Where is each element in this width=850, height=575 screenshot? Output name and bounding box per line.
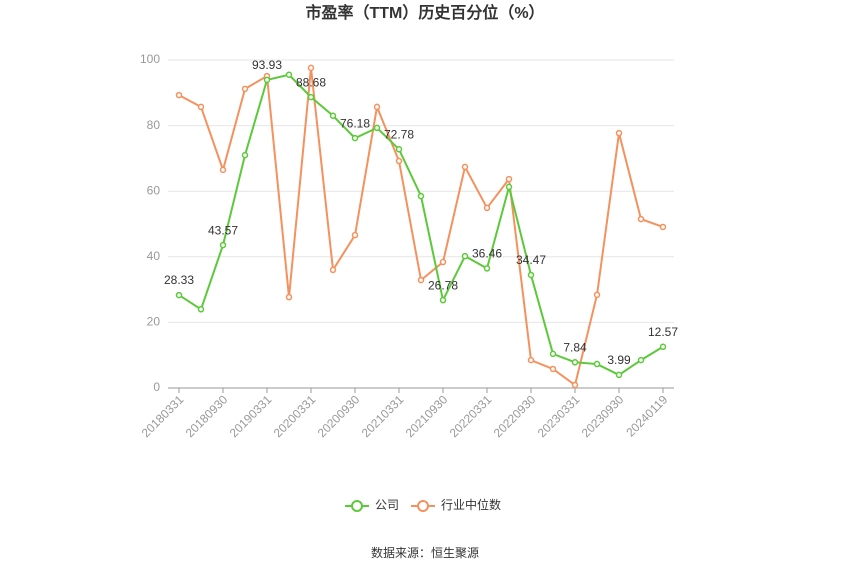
point xyxy=(439,296,447,304)
x-tick-label: 20230331 xyxy=(535,392,583,440)
data-label: 12.57 xyxy=(648,325,678,339)
point xyxy=(197,103,205,111)
point xyxy=(197,306,205,313)
point xyxy=(549,365,557,373)
data-label: 76.18 xyxy=(340,116,370,130)
data-label: 88.68 xyxy=(296,75,326,89)
data-label: 43.57 xyxy=(208,223,238,237)
point xyxy=(395,157,403,165)
x-tick-label: 20190331 xyxy=(227,392,275,440)
legend-marker xyxy=(417,500,429,512)
point xyxy=(527,356,535,364)
point xyxy=(241,85,249,93)
point xyxy=(241,151,249,159)
point xyxy=(417,192,425,200)
point xyxy=(659,343,667,351)
data-label: 3.99 xyxy=(607,353,631,367)
x-tick-label: 20200930 xyxy=(315,392,363,440)
point xyxy=(505,175,513,183)
point xyxy=(307,64,315,72)
point xyxy=(373,103,381,111)
point xyxy=(593,291,601,299)
point xyxy=(483,265,491,272)
point xyxy=(285,293,293,301)
data-label: 36.46 xyxy=(472,247,502,261)
point xyxy=(571,381,579,389)
x-tick-label: 20220930 xyxy=(491,392,539,440)
point xyxy=(483,204,491,212)
point xyxy=(175,291,183,299)
point xyxy=(637,215,645,223)
point xyxy=(395,146,403,153)
point xyxy=(175,91,183,99)
point xyxy=(461,163,469,171)
y-tick-label: 0 xyxy=(153,380,160,394)
x-tick-label: 20240119 xyxy=(623,392,670,439)
point xyxy=(263,76,271,84)
point xyxy=(527,271,535,279)
point xyxy=(571,359,579,366)
data-label: 72.78 xyxy=(384,127,414,141)
point xyxy=(659,223,667,231)
point xyxy=(351,134,359,142)
point xyxy=(461,252,469,260)
x-tick-label: 20200331 xyxy=(271,392,319,440)
point xyxy=(439,258,447,266)
point xyxy=(615,371,623,379)
y-tick-label: 100 xyxy=(140,52,160,66)
point xyxy=(417,276,425,284)
point xyxy=(219,241,227,249)
y-tick-label: 40 xyxy=(147,249,161,263)
point xyxy=(593,360,601,368)
source: 数据来源：恒生聚源 xyxy=(371,545,479,560)
data-label: 28.33 xyxy=(164,273,194,287)
legend-label: 公司 xyxy=(375,498,399,512)
point xyxy=(285,71,293,79)
data-label: 93.93 xyxy=(252,58,282,72)
x-tick-label: 20220331 xyxy=(447,392,495,440)
x-tick-label: 20180331 xyxy=(139,392,187,440)
x-tick-label: 20210930 xyxy=(403,392,451,440)
point xyxy=(329,266,337,274)
legend-marker xyxy=(351,500,363,512)
x-tick-label: 20210331 xyxy=(359,392,407,440)
data-label: 34.47 xyxy=(516,253,546,267)
point xyxy=(637,356,645,364)
point xyxy=(351,231,359,239)
point xyxy=(505,183,513,191)
y-tick-label: 20 xyxy=(147,315,161,329)
data-label: 26.78 xyxy=(428,278,458,292)
point xyxy=(307,93,315,101)
point xyxy=(549,350,557,358)
point xyxy=(373,124,381,132)
chart-title: 市盈率（TTM）历史百分位（%） xyxy=(305,3,544,22)
x-tick-label: 20230930 xyxy=(579,392,627,440)
x-tick-label: 20180930 xyxy=(183,392,231,440)
point xyxy=(219,166,227,174)
point xyxy=(615,129,623,137)
y-tick-label: 60 xyxy=(147,183,161,197)
y-tick-label: 80 xyxy=(147,118,161,132)
data-label: 7.84 xyxy=(563,340,587,354)
point xyxy=(329,112,337,120)
series-line xyxy=(178,67,664,387)
series-line xyxy=(178,73,664,377)
legend-label: 行业中位数 xyxy=(441,497,501,512)
